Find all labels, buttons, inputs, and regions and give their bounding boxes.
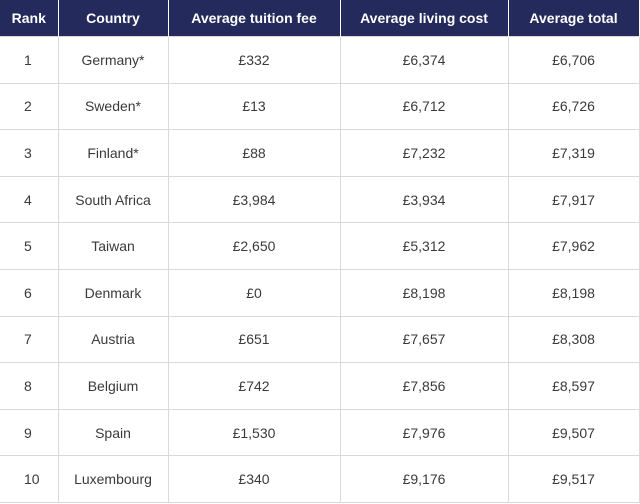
- total-cell: £6,706: [507, 36, 640, 84]
- rank-cell: 10: [0, 455, 59, 503]
- rank-cell: 3: [0, 129, 59, 177]
- table-header-row: Rank Country Average tuition fee Average…: [0, 0, 640, 37]
- table-row: 1 Germany* £332 £6,374 £6,706: [0, 36, 640, 84]
- total-cell: £7,962: [507, 222, 640, 270]
- rank-cell: 1: [0, 36, 59, 84]
- rank-cell: 8: [0, 362, 59, 410]
- tuition-fee-cell: £1,530: [167, 408, 341, 457]
- country-cell: Finland*: [57, 129, 169, 177]
- rank-cell: 7: [0, 315, 59, 364]
- total-cell: £7,917: [507, 175, 640, 224]
- living-cost-cell: £9,176: [339, 455, 509, 503]
- rank-cell: 5: [0, 222, 59, 270]
- tuition-fee-cell: £2,650: [167, 222, 341, 270]
- column-header-total: Average total: [507, 0, 640, 37]
- total-cell: £9,507: [507, 408, 640, 457]
- country-cell: Sweden*: [57, 82, 169, 131]
- total-cell: £6,726: [507, 82, 640, 131]
- living-cost-cell: £8,198: [339, 268, 509, 317]
- table-row: 5 Taiwan £2,650 £5,312 £7,962: [0, 222, 640, 270]
- living-cost-cell: £7,976: [339, 408, 509, 457]
- country-cell: Austria: [57, 315, 169, 364]
- country-cell: Luxembourg: [57, 455, 169, 503]
- table-row: 7 Austria £651 £7,657 £8,308: [0, 315, 640, 364]
- table-row: 10 Luxembourg £340 £9,176 £9,517: [0, 455, 640, 503]
- table-row: 4 South Africa £3,984 £3,934 £7,917: [0, 175, 640, 224]
- tuition-fee-cell: £340: [167, 455, 341, 503]
- living-cost-cell: £7,657: [339, 315, 509, 364]
- tuition-fee-cell: £742: [167, 362, 341, 410]
- living-cost-cell: £6,712: [339, 82, 509, 131]
- tuition-fee-cell: £0: [167, 268, 341, 317]
- column-header-rank: Rank: [0, 0, 59, 37]
- column-header-country: Country: [57, 0, 169, 37]
- rank-cell: 9: [0, 408, 59, 457]
- rank-cell: 6: [0, 268, 59, 317]
- living-cost-cell: £5,312: [339, 222, 509, 270]
- country-cell: Taiwan: [57, 222, 169, 270]
- living-cost-cell: £7,232: [339, 129, 509, 177]
- table-row: 6 Denmark £0 £8,198 £8,198: [0, 268, 640, 317]
- total-cell: £8,198: [507, 268, 640, 317]
- rank-cell: 4: [0, 175, 59, 224]
- table-row: 3 Finland* £88 £7,232 £7,319: [0, 129, 640, 177]
- country-cell: South Africa: [57, 175, 169, 224]
- total-cell: £8,597: [507, 362, 640, 410]
- tuition-fee-cell: £88: [167, 129, 341, 177]
- living-cost-cell: £6,374: [339, 36, 509, 84]
- table-row: 2 Sweden* £13 £6,712 £6,726: [0, 82, 640, 131]
- total-cell: £8,308: [507, 315, 640, 364]
- country-cell: Belgium: [57, 362, 169, 410]
- tuition-fee-cell: £332: [167, 36, 341, 84]
- total-cell: £7,319: [507, 129, 640, 177]
- total-cell: £9,517: [507, 455, 640, 503]
- column-header-living-cost: Average living cost: [339, 0, 509, 37]
- table-row: 9 Spain £1,530 £7,976 £9,507: [0, 408, 640, 457]
- column-header-tuition-fee: Average tuition fee: [167, 0, 341, 37]
- country-cell: Spain: [57, 408, 169, 457]
- living-cost-cell: £7,856: [339, 362, 509, 410]
- country-cell: Germany*: [57, 36, 169, 84]
- country-cell: Denmark: [57, 268, 169, 317]
- tuition-fee-cell: £651: [167, 315, 341, 364]
- tuition-fee-cell: £13: [167, 82, 341, 131]
- table-row: 8 Belgium £742 £7,856 £8,597: [0, 362, 640, 410]
- rank-cell: 2: [0, 82, 59, 131]
- living-cost-cell: £3,934: [339, 175, 509, 224]
- tuition-fee-cell: £3,984: [167, 175, 341, 224]
